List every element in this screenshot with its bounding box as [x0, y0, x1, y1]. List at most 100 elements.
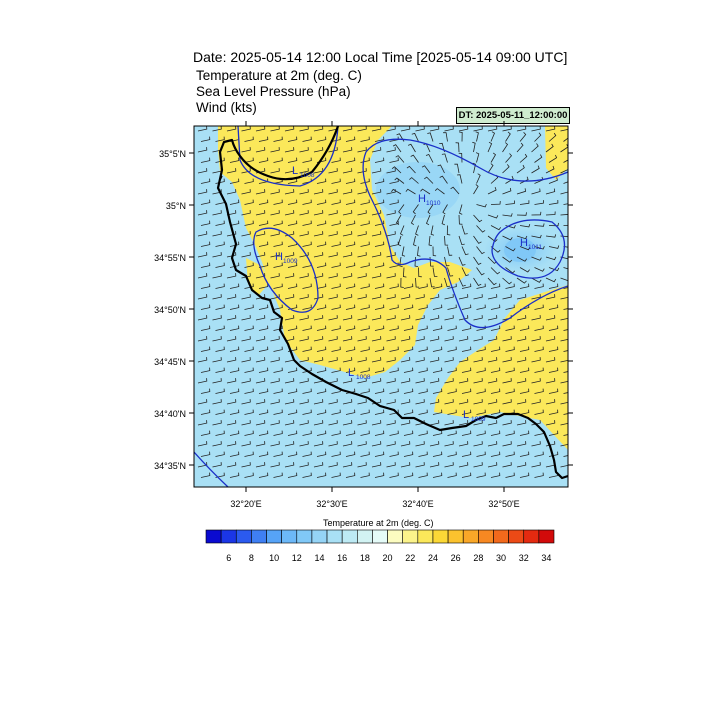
wind-barb: [255, 273, 266, 279]
wind-barb: [545, 315, 556, 321]
wind-barb: [328, 315, 338, 321]
wind-barb: [415, 378, 425, 384]
wind-barb: [371, 462, 382, 468]
wind-barb: [287, 430, 298, 436]
wind-barb: [241, 357, 251, 363]
wind-barb: [258, 430, 269, 436]
wind-barb: [345, 472, 356, 478]
wind-barb: [391, 166, 402, 174]
wind-barb: [241, 231, 251, 237]
wind-barb: [490, 283, 501, 289]
wind-barb: [458, 235, 465, 246]
wind-barb: [255, 441, 266, 447]
wind-barb: [360, 304, 370, 310]
wind-barb: [226, 462, 237, 468]
wind-barb: [473, 336, 483, 342]
wind-barb: [534, 451, 544, 457]
wind-barb: [360, 409, 370, 415]
isobar-south-west: [194, 451, 229, 487]
wind-barb: [302, 304, 312, 310]
wind-barb: [439, 142, 445, 153]
wind-barb: [287, 367, 298, 373]
wind-barb: [432, 472, 443, 478]
wind-barb: [197, 336, 208, 342]
colorbar-swatch: [341, 529, 358, 544]
wind-barb: [403, 451, 414, 457]
wind-barb: [473, 420, 483, 426]
wind-barb: [548, 346, 559, 352]
wind-barb: [374, 220, 385, 226]
wind-barb: [302, 409, 312, 415]
wind-barb: [455, 142, 460, 153]
wind-barb: [461, 283, 472, 289]
wind-barb: [534, 223, 545, 227]
wind-barb: [299, 378, 309, 384]
wind-barb: [402, 267, 407, 278]
wind-barb: [258, 157, 269, 163]
wind-barb: [229, 388, 240, 394]
wind-barb: [476, 203, 487, 208]
wind-barb: [273, 430, 283, 436]
wind-barb: [458, 214, 463, 225]
wind-barb: [437, 164, 445, 174]
wind-barb: [502, 142, 509, 153]
wind-barb: [461, 451, 472, 457]
wind-barb: [560, 401, 568, 405]
wind-barb: [229, 241, 240, 247]
wind-barb: [258, 220, 269, 226]
lat-label: 35°N: [166, 201, 186, 211]
colorbar-tick-label: 34: [541, 553, 551, 563]
wind-barb: [345, 451, 356, 457]
wind-barb: [490, 201, 501, 205]
wind-barb: [516, 188, 527, 195]
wind-barb: [444, 399, 454, 405]
wind-barb: [560, 464, 568, 468]
wind-barb: [516, 378, 527, 384]
wind-barb: [270, 168, 280, 174]
colorbar-swatch: [372, 529, 388, 544]
wind-barb: [461, 225, 468, 235]
wind-barb: [226, 336, 237, 342]
wind-barb: [516, 235, 528, 240]
wind-barb: [563, 181, 568, 184]
wind-barb: [386, 399, 396, 405]
wind-barb: [212, 189, 222, 195]
wind-barb: [386, 378, 396, 384]
wind-barb: [429, 420, 440, 426]
wind-barb: [458, 420, 469, 426]
wind-barb: [316, 451, 327, 457]
wind-barb: [447, 304, 457, 310]
wind-barb: [461, 430, 472, 436]
wind-barb: [212, 462, 222, 468]
wind-barb: [241, 462, 251, 468]
wind-barb: [403, 388, 414, 394]
wind-barb: [458, 277, 466, 287]
wind-barb: [357, 357, 367, 363]
pressure-label-value: 1011: [528, 244, 542, 251]
wind-barb: [299, 315, 309, 321]
wind-barb: [374, 388, 385, 394]
wind-barb: [284, 210, 295, 216]
wind-barb: [458, 294, 469, 300]
wind-barb: [398, 204, 405, 215]
wind-barb: [516, 336, 527, 342]
wind-barb: [200, 409, 211, 415]
wind-barb: [357, 273, 367, 279]
wind-barb: [401, 246, 406, 257]
wind-barb: [447, 325, 457, 331]
wind-barb: [371, 441, 382, 447]
wind-barb: [313, 126, 324, 132]
wind-barb: [212, 441, 222, 447]
colorbar-swatch: [493, 529, 509, 544]
wind-barb: [476, 246, 485, 255]
wind-barb: [229, 199, 240, 205]
wind-barb: [360, 346, 370, 352]
wind-barb: [487, 235, 498, 243]
wind-barb: [374, 136, 385, 142]
wind-barb: [487, 378, 498, 384]
wind-barb: [531, 256, 542, 261]
wind-barb: [534, 246, 545, 250]
wind-barb: [444, 256, 450, 267]
wind-barb: [229, 409, 240, 415]
wind-barb: [287, 472, 298, 478]
